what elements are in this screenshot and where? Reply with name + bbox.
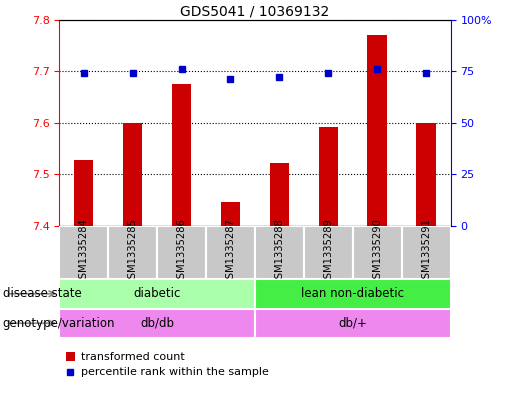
- Text: lean non-diabetic: lean non-diabetic: [301, 287, 404, 300]
- Text: GSM1335287: GSM1335287: [226, 218, 235, 285]
- Bar: [123, 123, 142, 226]
- Bar: [367, 35, 387, 226]
- Bar: [353, 226, 402, 279]
- Text: diabetic: diabetic: [133, 287, 181, 300]
- Text: GSM1335284: GSM1335284: [79, 218, 89, 285]
- Text: GSM1335289: GSM1335289: [323, 218, 333, 285]
- Text: genotype/variation: genotype/variation: [3, 317, 115, 330]
- Text: GSM1335291: GSM1335291: [421, 218, 431, 285]
- Text: transformed count: transformed count: [81, 352, 184, 362]
- Bar: [402, 226, 451, 279]
- Title: GDS5041 / 10369132: GDS5041 / 10369132: [180, 4, 330, 18]
- Bar: [157, 226, 206, 279]
- Bar: [255, 226, 304, 279]
- Bar: [416, 123, 436, 226]
- Text: GSM1335285: GSM1335285: [128, 218, 138, 285]
- Bar: [59, 309, 255, 338]
- Bar: [171, 84, 191, 226]
- Text: GSM1335288: GSM1335288: [274, 218, 284, 285]
- Bar: [59, 226, 108, 279]
- Text: db/db: db/db: [140, 317, 174, 330]
- Bar: [206, 226, 255, 279]
- Bar: [269, 163, 289, 226]
- Bar: [220, 202, 240, 226]
- Bar: [255, 309, 451, 338]
- Bar: [304, 226, 353, 279]
- Text: disease state: disease state: [3, 287, 81, 300]
- Bar: [318, 127, 338, 226]
- Text: percentile rank within the sample: percentile rank within the sample: [81, 367, 269, 377]
- Text: GSM1335290: GSM1335290: [372, 218, 382, 285]
- Bar: [255, 279, 451, 309]
- Bar: [108, 226, 157, 279]
- Bar: [59, 279, 255, 309]
- Text: GSM1335286: GSM1335286: [177, 218, 186, 285]
- Text: db/+: db/+: [338, 317, 367, 330]
- Bar: [74, 160, 94, 226]
- Bar: [65, 352, 75, 362]
